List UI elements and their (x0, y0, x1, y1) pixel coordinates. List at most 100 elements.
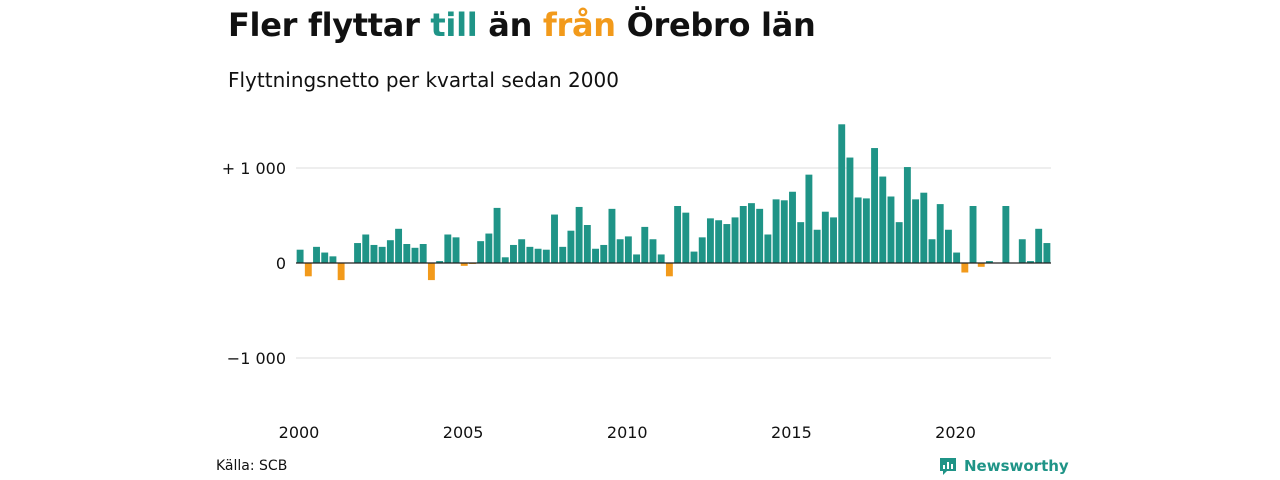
bar (854, 197, 862, 263)
title-till: till (430, 6, 478, 44)
bar (624, 236, 632, 263)
bar (304, 263, 312, 277)
bar (813, 229, 821, 263)
bar (395, 228, 403, 263)
bar (977, 263, 985, 267)
bar (460, 263, 468, 266)
bar (1002, 206, 1010, 263)
bar (698, 237, 706, 263)
bar (772, 199, 780, 263)
newsworthy-logo: Newsworthy (938, 456, 1069, 476)
bar (887, 196, 895, 263)
bar (986, 261, 993, 263)
bar (764, 234, 772, 263)
bar (403, 244, 411, 263)
bar (706, 218, 714, 263)
bar (862, 198, 870, 263)
bar (321, 252, 329, 263)
x-tick-label: 2010 (607, 423, 648, 442)
chart-subtitle: Flyttningsnetto per kvartal sedan 2000 (228, 68, 619, 92)
y-tick-label: + 1 000 (222, 159, 286, 178)
newsworthy-chart-icon (940, 458, 956, 475)
bar (936, 204, 944, 263)
bar (895, 222, 903, 263)
bar (920, 192, 928, 263)
bar (592, 248, 599, 263)
bar (411, 247, 419, 263)
bar (534, 248, 542, 263)
bar (386, 240, 394, 263)
bar (452, 237, 460, 263)
source-note: Källa: SCB (216, 458, 288, 474)
bar (378, 246, 386, 263)
bar (1018, 239, 1026, 263)
bar (354, 243, 361, 263)
bar (600, 244, 608, 263)
bar (559, 246, 567, 263)
chart-title: Fler flyttar till än från Örebro län (228, 6, 816, 44)
bar (928, 239, 936, 263)
logo-text: Newsworthy (964, 457, 1069, 475)
bar (1043, 243, 1051, 263)
bar (690, 251, 698, 263)
x-tick-label: 2000 (279, 423, 320, 442)
bar (329, 256, 337, 263)
bar (493, 207, 501, 263)
bar (780, 200, 788, 263)
bar (797, 222, 805, 263)
bar (575, 206, 583, 263)
x-tick-label: 2015 (771, 423, 812, 442)
bar (518, 239, 526, 263)
bar (903, 167, 911, 263)
bar (944, 229, 952, 263)
bar (542, 249, 550, 263)
bar (674, 206, 682, 263)
title-part-2: än (477, 6, 543, 44)
bar (748, 203, 755, 263)
bar (879, 176, 887, 263)
bar (427, 263, 435, 281)
y-tick-label: 0 (276, 254, 286, 273)
title-part-1: Fler flyttar (228, 6, 431, 44)
bar (641, 226, 649, 263)
bar (419, 244, 427, 263)
bar (953, 252, 961, 263)
x-tick-label: 2020 (935, 423, 976, 442)
bar (370, 244, 378, 263)
bar (961, 263, 969, 273)
bar (477, 241, 485, 263)
bar (1027, 261, 1034, 263)
bar (657, 254, 665, 263)
bar (649, 239, 657, 263)
bar (526, 246, 534, 263)
bar (485, 233, 493, 263)
y-tick-label: −1 000 (227, 349, 286, 368)
bar (969, 206, 977, 263)
bar (296, 249, 304, 263)
bar (633, 254, 641, 263)
bar (830, 217, 837, 263)
title-fran: från (542, 6, 616, 44)
bar (337, 263, 345, 281)
bar (665, 263, 673, 277)
bar (821, 211, 829, 263)
bar (723, 224, 731, 263)
bar (1035, 228, 1043, 263)
bar (501, 257, 509, 263)
bar (567, 230, 575, 263)
bar (436, 261, 444, 263)
bar (444, 234, 452, 263)
x-tick-label: 2005 (443, 423, 484, 442)
bar (805, 174, 813, 263)
bar (731, 217, 739, 263)
bar (608, 208, 616, 263)
bar (362, 234, 370, 263)
bar (789, 191, 796, 263)
bar (846, 157, 854, 263)
bar (313, 246, 320, 263)
bar (871, 148, 879, 263)
bar (838, 124, 846, 263)
bar (510, 244, 517, 263)
bar (912, 199, 920, 263)
